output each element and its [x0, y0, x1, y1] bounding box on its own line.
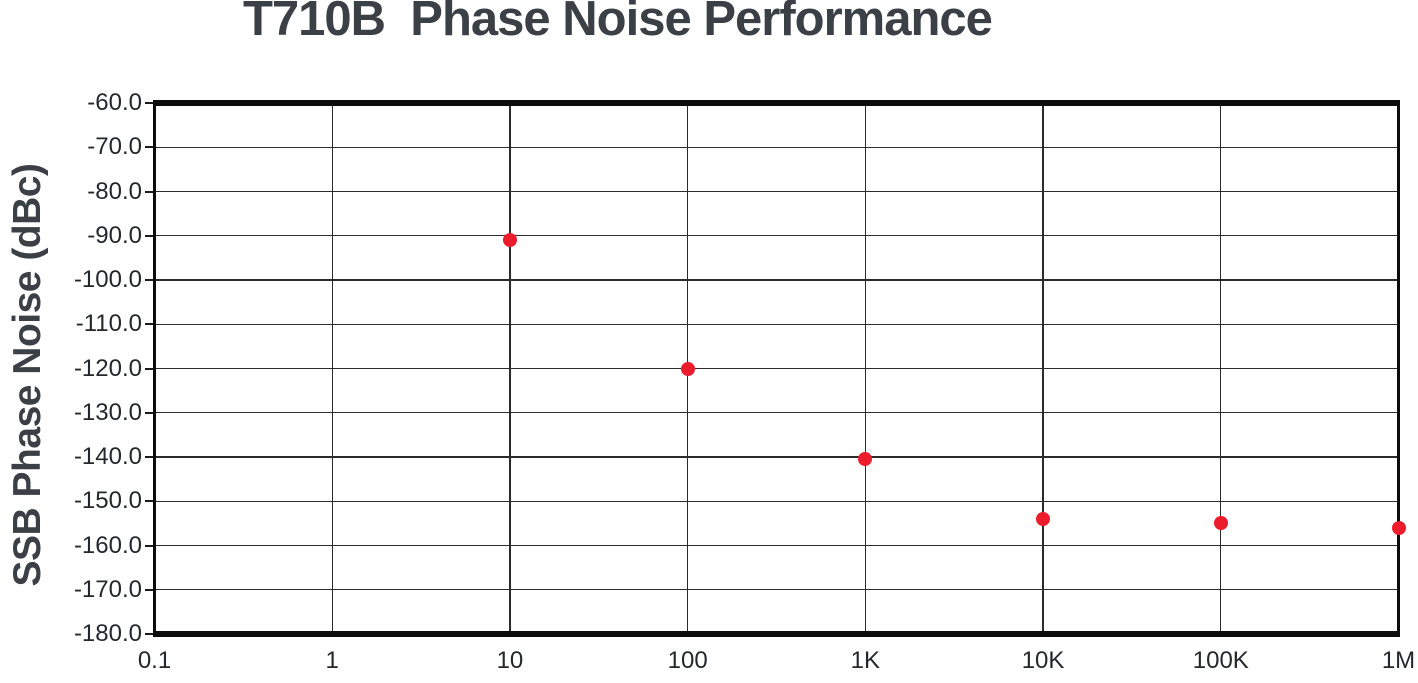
x-axis-tick-label: 1K: [850, 647, 881, 674]
y-axis-tick-label: -160.0: [73, 531, 142, 559]
gridline-h: [156, 279, 1397, 281]
y-axis-tick-label: -90.0: [87, 221, 142, 249]
y-axis-tick-label: -80.0: [87, 177, 142, 205]
y-axis-tick-label: -100.0: [73, 266, 142, 293]
gridline-h: [156, 235, 1397, 237]
data-point: [858, 452, 873, 467]
y-axis-tick: [145, 102, 153, 104]
data-point: [1391, 520, 1406, 535]
chart-title: T710B Phase Noise Performance: [243, 0, 993, 46]
gridline-v: [1042, 106, 1044, 631]
y-axis-tick-label: -140.0: [73, 443, 142, 470]
y-axis-tick-label: -150.0: [73, 487, 142, 515]
gridline-h: [156, 367, 1397, 370]
data-point: [1213, 516, 1228, 531]
y-axis-tick: [145, 190, 153, 193]
y-axis-tick: [145, 146, 153, 149]
y-axis-tick-label: -170.0: [73, 575, 142, 603]
gridline-h: [156, 412, 1397, 414]
y-axis-tick: [145, 323, 153, 326]
x-axis-tick-label: 100: [667, 647, 708, 674]
data-point: [680, 361, 695, 376]
x-axis-tick-label: 100K: [1192, 647, 1249, 674]
gridline-h: [156, 589, 1397, 591]
data-point: [502, 233, 517, 248]
gridline-v: [509, 106, 511, 631]
y-axis-tick: [145, 234, 153, 237]
y-axis-tick: [145, 633, 153, 635]
gridline-v: [1220, 106, 1222, 631]
y-axis-tick: [145, 279, 153, 281]
y-axis-tick: [145, 456, 153, 458]
y-axis-tick: [145, 500, 153, 503]
y-axis-tick-label: -120.0: [73, 354, 142, 382]
y-axis-tick: [145, 588, 153, 591]
gridline-h: [156, 544, 1397, 547]
gridline-v: [864, 106, 867, 631]
y-axis-tick-label: -70.0: [87, 133, 142, 161]
x-axis-tick-label: 1M: [1381, 647, 1416, 674]
gridline-h: [156, 146, 1397, 148]
x-axis-tick-label: 0.1: [137, 647, 172, 674]
gridline-h: [156, 456, 1397, 458]
x-axis-tick-label: 1: [325, 647, 339, 674]
gridline-h: [156, 323, 1397, 325]
y-axis-tick-label: -130.0: [73, 398, 142, 426]
y-axis-tick-label: -180.0: [73, 620, 142, 647]
x-axis-tick-label: 10: [496, 647, 524, 674]
x-axis-tick-label: 10K: [1021, 647, 1065, 674]
data-point: [1036, 511, 1051, 526]
y-axis-tick: [145, 367, 153, 370]
gridline-h: [156, 190, 1397, 193]
gridline-v: [331, 106, 333, 631]
y-axis-tick: [145, 544, 153, 547]
gridline-h: [156, 500, 1397, 502]
y-axis-tick-label: -60.0: [87, 89, 142, 116]
y-axis-tick-label: -110.0: [75, 310, 142, 338]
y-axis-tick: [145, 411, 153, 414]
